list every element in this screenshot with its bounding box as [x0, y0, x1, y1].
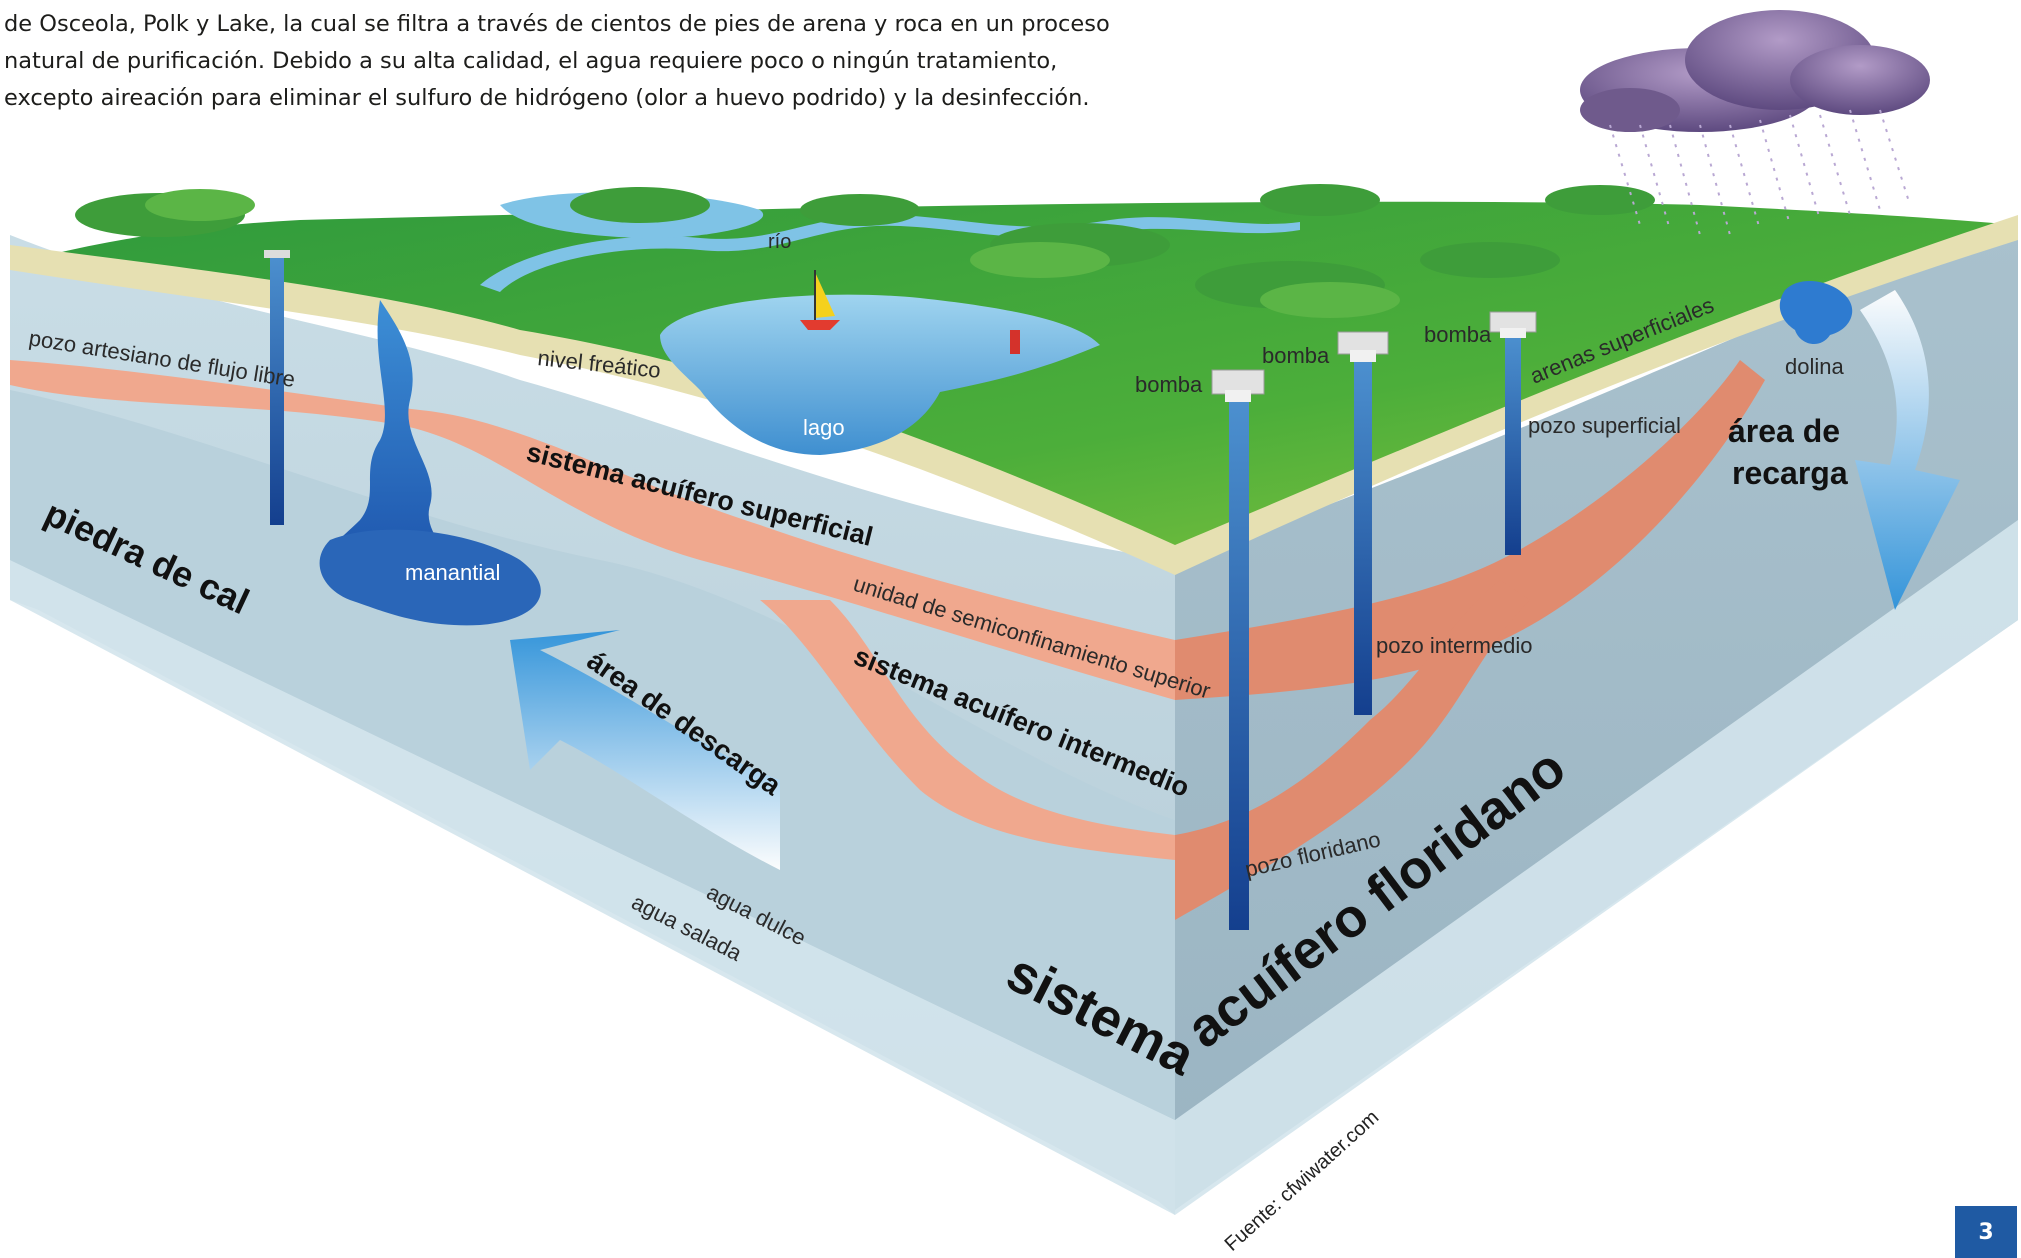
- spring-pool: [319, 529, 541, 626]
- surface-well: [1489, 311, 1537, 555]
- page-number: 3: [1955, 1206, 2017, 1258]
- label-bomba-3: bomba: [1424, 322, 1492, 347]
- floridan-well: [1211, 369, 1265, 930]
- artesian-well: [264, 250, 290, 525]
- side-face: [1175, 225, 2018, 1210]
- label-lago: lago: [803, 415, 845, 440]
- rain-cloud: [1580, 10, 1930, 132]
- intermediate-band: [760, 600, 1175, 860]
- intro-line-1: de Osceola, Polk y Lake, la cual se filt…: [4, 11, 1110, 37]
- label-dolina: dolina: [1785, 354, 1844, 379]
- spring-conduit: [323, 300, 455, 601]
- side-confining-band: [1175, 360, 1765, 700]
- intermediate-well: [1337, 331, 1389, 715]
- surface-sand-band: [10, 215, 2018, 575]
- label-bomba-2: bomba: [1262, 343, 1330, 368]
- sinkhole: [1779, 280, 1853, 345]
- sailboat: [800, 270, 840, 330]
- label-pozo-superficial: pozo superficial: [1528, 413, 1681, 438]
- upper-confining-unit: [10, 360, 1175, 700]
- trees: [75, 184, 1655, 318]
- ground-top: [10, 201, 2018, 560]
- intro-line-2: natural de purificación. Debido a su alt…: [4, 48, 1058, 74]
- label-rio: río: [768, 231, 791, 253]
- intro-paragraph: de Osceola, Polk y Lake, la cual se filt…: [4, 6, 1234, 117]
- discharge-arrow: [510, 630, 780, 870]
- intro-line-3: excepto aireación para eliminar el sulfu…: [4, 85, 1090, 111]
- label-manantial: manantial: [405, 560, 500, 585]
- bottom-band: [10, 520, 2018, 1215]
- label-pozo-intermedio: pozo intermedio: [1376, 633, 1533, 658]
- side-lower-band: [1175, 580, 1530, 920]
- rain: [1609, 109, 1911, 236]
- fisherman: [1010, 330, 1020, 354]
- recharge-arrow: [1855, 290, 1960, 610]
- label-area-recarga-2: recarga: [1732, 455, 1848, 491]
- lake: [660, 294, 1100, 455]
- label-area-recarga-1: área de: [1728, 413, 1840, 449]
- label-bomba-1: bomba: [1135, 372, 1203, 397]
